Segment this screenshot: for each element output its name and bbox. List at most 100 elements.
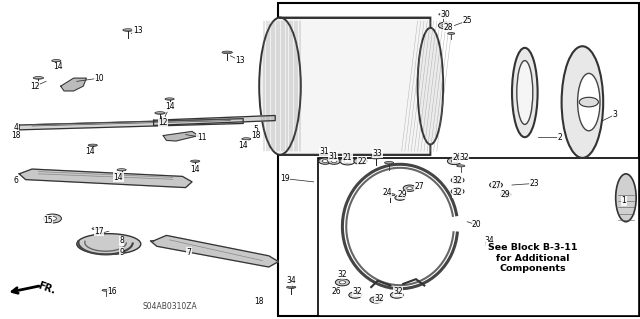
Text: 34: 34 [484, 236, 495, 245]
Text: 29: 29 [500, 190, 511, 199]
Text: 32: 32 [459, 153, 469, 162]
Circle shape [490, 182, 502, 188]
Ellipse shape [385, 161, 394, 164]
Ellipse shape [512, 48, 538, 137]
Polygon shape [19, 119, 243, 130]
Text: 30: 30 [440, 10, 450, 19]
Text: 14: 14 [238, 141, 248, 150]
Text: 7: 7 [186, 248, 191, 256]
Circle shape [454, 190, 461, 193]
Text: 16: 16 [107, 287, 117, 296]
Ellipse shape [165, 98, 174, 100]
Ellipse shape [371, 156, 381, 159]
Ellipse shape [102, 289, 109, 291]
Circle shape [357, 160, 363, 163]
Ellipse shape [578, 73, 600, 131]
Circle shape [579, 97, 598, 107]
Text: 24: 24 [382, 189, 392, 197]
FancyBboxPatch shape [280, 18, 431, 155]
Text: 14: 14 [164, 102, 175, 111]
Circle shape [394, 293, 400, 297]
Text: 3: 3 [612, 110, 617, 119]
Text: 32: 32 [452, 189, 463, 197]
Text: 14: 14 [190, 165, 200, 174]
Text: 4: 4 [13, 123, 19, 132]
Bar [278, 3, 639, 316]
Text: 8: 8 [119, 236, 124, 245]
Text: 22: 22 [358, 157, 367, 166]
Circle shape [323, 160, 328, 163]
Circle shape [353, 293, 358, 297]
Ellipse shape [123, 29, 133, 31]
Text: 26: 26 [452, 153, 463, 162]
Text: 21: 21 [343, 153, 352, 162]
Circle shape [44, 214, 61, 223]
Circle shape [451, 160, 458, 163]
Text: 26: 26 [331, 287, 341, 296]
Circle shape [344, 160, 351, 163]
Text: 19: 19 [280, 174, 290, 183]
Ellipse shape [386, 194, 395, 196]
Text: 6: 6 [13, 176, 19, 185]
Circle shape [407, 187, 413, 189]
Circle shape [354, 158, 367, 164]
Circle shape [370, 297, 383, 303]
Ellipse shape [33, 77, 44, 79]
Polygon shape [19, 169, 192, 188]
Ellipse shape [77, 234, 141, 255]
Circle shape [500, 192, 511, 197]
Polygon shape [163, 131, 198, 141]
Ellipse shape [485, 243, 494, 245]
Circle shape [397, 197, 403, 199]
Text: 18: 18 [12, 131, 20, 140]
Text: 17: 17 [94, 227, 104, 236]
Ellipse shape [616, 174, 636, 222]
Circle shape [335, 279, 349, 286]
Ellipse shape [447, 33, 455, 34]
Circle shape [493, 184, 499, 186]
Text: 31: 31 [328, 152, 338, 161]
Text: 25: 25 [462, 16, 472, 25]
Text: 14: 14 [113, 173, 124, 182]
Bar [318, 158, 639, 316]
Circle shape [451, 177, 464, 183]
Text: 32: 32 [337, 270, 348, 279]
Circle shape [390, 292, 403, 298]
Ellipse shape [117, 169, 126, 171]
Ellipse shape [457, 165, 465, 167]
Circle shape [340, 157, 355, 165]
Text: 5: 5 [253, 125, 259, 134]
Text: 15: 15 [43, 216, 53, 225]
Text: 32: 32 [374, 294, 385, 303]
Circle shape [328, 158, 340, 164]
Circle shape [454, 179, 461, 182]
Text: 27: 27 [491, 181, 501, 189]
Ellipse shape [222, 51, 232, 54]
Text: 28: 28 [444, 23, 452, 32]
Text: 18: 18 [252, 131, 260, 140]
Text: 13: 13 [235, 56, 245, 65]
Circle shape [447, 158, 461, 165]
Text: See Block B-3-11
for Additional
Components: See Block B-3-11 for Additional Componen… [488, 243, 577, 273]
Circle shape [442, 24, 448, 27]
Ellipse shape [88, 144, 97, 146]
Polygon shape [61, 78, 86, 91]
Ellipse shape [52, 60, 61, 62]
Text: 32: 32 [393, 287, 403, 296]
Circle shape [332, 160, 337, 163]
Circle shape [451, 188, 464, 195]
Text: 1: 1 [621, 197, 627, 205]
Ellipse shape [191, 160, 200, 162]
Ellipse shape [92, 227, 100, 230]
Text: 34: 34 [286, 276, 296, 285]
Text: S04AB0310ZA: S04AB0310ZA [142, 302, 197, 311]
Text: 33: 33 [372, 149, 383, 158]
Text: 31: 31 [319, 147, 330, 156]
Circle shape [319, 158, 332, 164]
Ellipse shape [155, 112, 165, 114]
Text: 13: 13 [132, 26, 143, 35]
Circle shape [403, 185, 416, 191]
Text: 12: 12 [159, 118, 168, 127]
Text: 20: 20 [472, 220, 482, 229]
Text: 29: 29 [397, 190, 407, 199]
